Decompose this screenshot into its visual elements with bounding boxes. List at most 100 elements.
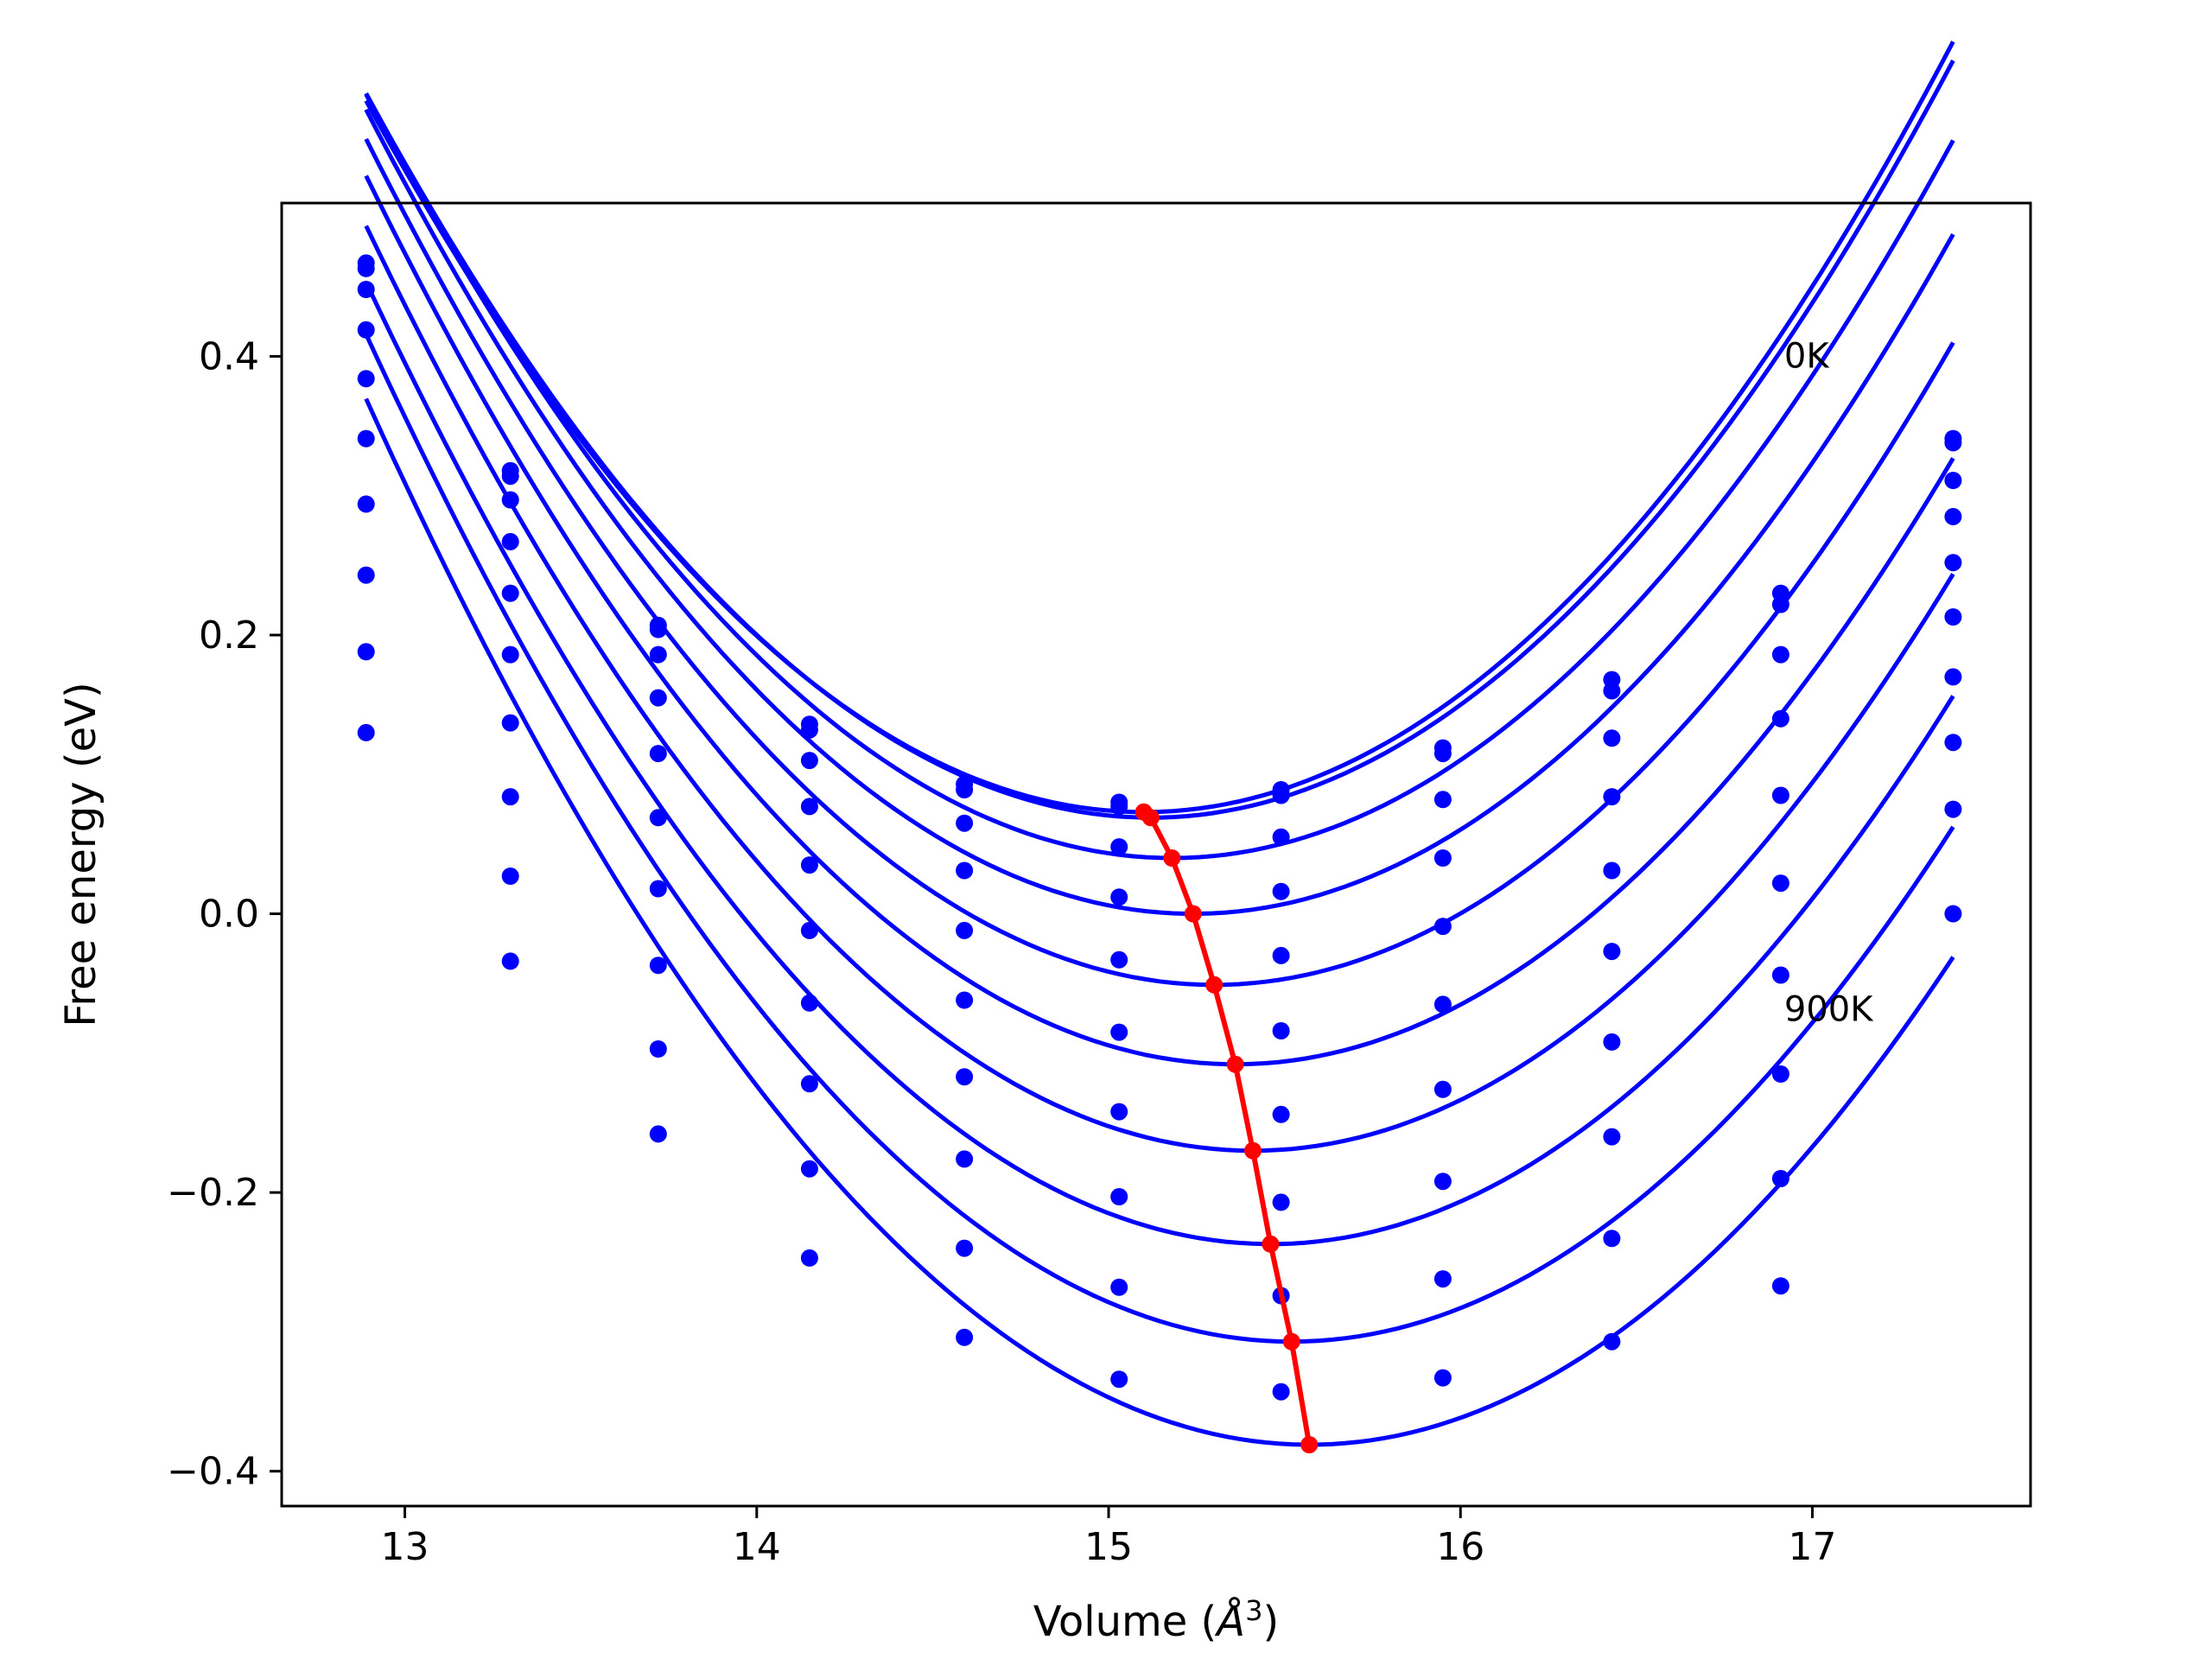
data-point-900K-7 [1433,1369,1452,1387]
data-point-700K-2 [649,957,667,975]
data-point-600K-6 [1272,1105,1290,1123]
data-point-600K-10 [1944,668,1962,686]
data-point-600K-4 [956,1068,974,1086]
fit-curve-800K [364,333,1955,1344]
data-point-300K-4 [956,861,974,880]
minimum-point-8 [1282,1332,1300,1351]
data-point-100K-6 [1272,786,1290,804]
fit-curve-400K [364,137,1955,988]
minimum-point-6 [1244,1141,1262,1160]
data-point-600K-7 [1433,1080,1452,1098]
data-point-300K-3 [800,798,818,816]
y-axis-label: Free energy (eV) [57,682,105,1027]
data-point-500K-5 [1110,1023,1128,1041]
fit-curve-700K [364,281,1955,1247]
data-point-700K-4 [956,1150,974,1168]
y-tick-label-4: 0.4 [199,334,259,378]
data-point-800K-7 [1433,1270,1452,1288]
y-axis-ticks: −0.4 −0.2 0.0 0.2 0.4 [167,334,282,1494]
fit-curve-500K [364,175,1955,1067]
data-point-200K-0 [357,281,375,298]
plot-frame [280,201,2032,1508]
data-point-400K-1 [501,584,519,602]
data-point-500K-8 [1603,943,1621,961]
data-point-900K-8 [1603,1332,1621,1351]
minimum-point-9 [1300,1436,1319,1453]
data-point-600K-8 [1603,1033,1621,1051]
data-point-200K-2 [649,645,667,664]
minimum-line [1141,810,1313,1446]
data-point-300K-0 [357,321,375,339]
x-axis-ticks: 13 14 15 16 17 [381,1506,1837,1569]
data-points [357,254,1962,1401]
data-point-700K-9 [1771,1065,1789,1083]
minimum-point-2 [1163,849,1181,867]
data-point-300K-6 [1272,882,1290,900]
data-point-900K-5 [1110,1370,1128,1389]
data-point-800K-8 [1603,1230,1621,1248]
data-point-500K-10 [1944,608,1962,626]
data-point-400K-0 [357,370,375,388]
data-point-900K-4 [956,1328,974,1346]
data-point-300K-7 [1433,849,1452,867]
data-point-700K-7 [1433,1173,1452,1191]
data-point-100K-2 [649,620,667,639]
data-point-900K-10 [1944,905,1962,923]
data-point-300K-1 [501,532,519,550]
data-point-900K-9 [1771,1277,1789,1295]
data-point-700K-5 [1110,1188,1128,1205]
data-point-700K-8 [1603,1128,1621,1146]
data-point-200K-4 [956,814,974,832]
data-point-200K-1 [501,491,519,509]
data-point-200K-6 [1272,828,1290,846]
fit-curve-600K [364,225,1955,1154]
data-point-100K-1 [501,467,519,486]
data-point-100K-5 [1110,798,1128,816]
data-point-400K-2 [649,745,667,763]
data-point-300K-10 [1944,507,1962,525]
fit-curve-200K [364,93,1955,861]
data-point-600K-5 [1110,1103,1128,1121]
fit-curve-0K [364,41,1955,815]
data-point-600K-1 [501,714,519,732]
data-point-800K-0 [357,643,375,661]
data-point-300K-8 [1603,788,1621,806]
data-point-100K-7 [1433,745,1452,763]
data-point-900K-2 [649,1125,667,1143]
y-tick-label-0: −0.4 [167,1450,259,1494]
data-point-300K-2 [649,689,667,707]
minimum-point-3 [1184,905,1202,923]
data-point-900K-0 [357,723,375,741]
x-axis-label: Volume (Å3) [1033,1594,1279,1646]
data-point-700K-10 [1944,734,1962,752]
data-point-100K-9 [1771,595,1789,613]
data-point-400K-7 [1433,918,1452,936]
data-point-900K-1 [501,952,519,970]
data-point-500K-6 [1272,1022,1290,1039]
minimum-point-5 [1226,1055,1244,1073]
x-tick-label-16: 16 [1436,1525,1484,1569]
data-point-800K-9 [1771,1170,1789,1187]
data-point-300K-5 [1110,888,1128,906]
data-point-200K-5 [1110,838,1128,856]
data-point-700K-6 [1272,1193,1290,1211]
data-point-700K-1 [501,788,519,806]
data-point-600K-9 [1771,966,1789,984]
data-point-900K-6 [1272,1382,1290,1401]
data-point-400K-6 [1272,946,1290,964]
x-tick-label-15: 15 [1084,1525,1133,1569]
data-point-100K-8 [1603,682,1621,700]
x-tick-label-13: 13 [381,1525,429,1569]
data-point-500K-7 [1433,995,1452,1014]
data-point-500K-4 [956,991,974,1009]
minimum-point-4 [1205,976,1224,994]
data-point-200K-3 [800,752,818,770]
data-point-600K-3 [800,994,818,1012]
data-point-800K-1 [501,868,519,885]
x-tick-label-14: 14 [733,1525,781,1569]
annotation-0k: 0K [1784,336,1830,376]
data-point-600K-2 [649,880,667,898]
fit-curve-100K [364,59,1955,820]
data-point-400K-5 [1110,950,1128,969]
